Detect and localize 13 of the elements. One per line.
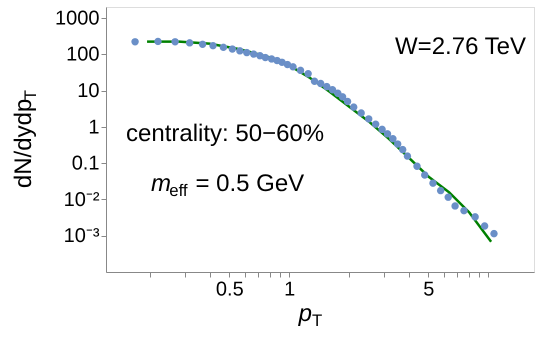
x-tick-label: 5 (423, 278, 434, 300)
y-tick-label: 1000 (55, 7, 100, 30)
y-tick-label: 10⁻³ (64, 225, 100, 248)
y-tick-label: 10⁻² (64, 188, 100, 211)
y-tick-label: 10 (77, 80, 100, 102)
annotation: W=2.76 TeV (395, 33, 526, 60)
y-axis-title: dN/dydpT (10, 90, 40, 188)
x-tick-label: 1 (284, 278, 296, 300)
y-tick-label: 0.1 (72, 152, 100, 175)
y-tick-label: 1 (88, 116, 100, 138)
y-tick-label: 100 (66, 44, 100, 66)
x-tick-label: 0.5 (216, 278, 244, 300)
annotation: centrality: 50−60% (126, 120, 324, 147)
